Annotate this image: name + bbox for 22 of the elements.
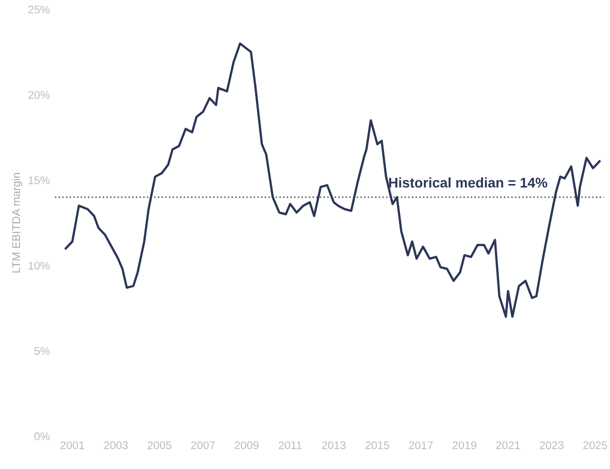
x-tick-label: 2007 — [191, 441, 215, 450]
x-tick-label: 2021 — [496, 441, 520, 450]
y-tick-label: 25% — [28, 6, 50, 14]
x-tick-label: 2017 — [409, 441, 433, 450]
y-tick-label: 0% — [34, 432, 50, 440]
x-tick-label: 2009 — [234, 441, 258, 450]
y-tick-label: 15% — [28, 176, 50, 184]
x-tick-label: 2001 — [60, 441, 84, 450]
line-series — [64, 42, 601, 318]
y-axis-title: LTM EBITDA margin — [12, 172, 22, 272]
y-tick-label: 5% — [34, 347, 50, 355]
x-tick-label: 2023 — [540, 441, 564, 450]
x-tick-label: 2013 — [322, 441, 346, 450]
y-tick-label: 10% — [28, 262, 50, 270]
x-tick-label: 2015 — [366, 441, 390, 450]
x-tick-label: 2011 — [278, 441, 302, 450]
x-tick-label: 2019 — [452, 441, 476, 450]
x-tick-label: 2005 — [148, 441, 172, 450]
ref-line-label: Historical median = 14% — [389, 177, 548, 188]
x-tick-label: 2003 — [104, 441, 128, 450]
y-tick-label: 20% — [28, 91, 50, 99]
x-tick-label: 2025 — [583, 441, 608, 450]
